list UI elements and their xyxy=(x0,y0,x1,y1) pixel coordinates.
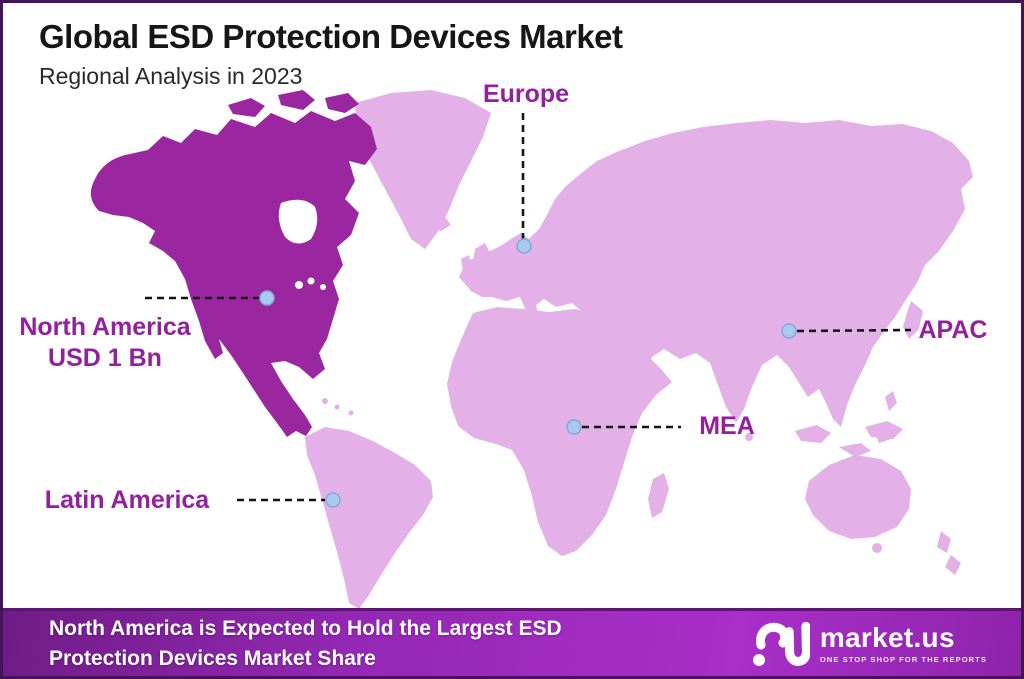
marker-latin-america xyxy=(325,492,341,508)
island-ireland xyxy=(461,255,471,271)
hudson-bay xyxy=(278,199,318,244)
island-iceland xyxy=(431,217,451,231)
island-new-zealand-north xyxy=(937,531,951,553)
connector-lines xyxy=(145,113,912,502)
great-lake xyxy=(320,284,326,290)
region-australia xyxy=(805,455,911,539)
island-new-zealand-south xyxy=(945,555,961,575)
marker-europe xyxy=(516,238,532,254)
footer-bar: North America is Expected to Hold the La… xyxy=(3,608,1021,676)
brand-text: market.us ONE STOP SHOP FOR THE REPORTS xyxy=(819,621,987,664)
footer-caption-line1: North America is Expected to Hold the La… xyxy=(49,616,562,640)
great-lake xyxy=(307,277,315,285)
island-arctic xyxy=(268,121,299,140)
island-arctic xyxy=(325,93,359,113)
marker-dots xyxy=(259,238,797,508)
island-caribbean xyxy=(348,410,354,416)
footer-caption: North America is Expected to Hold the La… xyxy=(3,614,562,674)
inland-water xyxy=(278,199,326,290)
region-north-america xyxy=(90,111,377,437)
great-lake xyxy=(295,281,303,289)
island-arctic xyxy=(313,123,341,142)
marker-north-america xyxy=(259,290,275,306)
label-mea: MEA xyxy=(699,412,755,440)
label-north-america: North America USD 1 Bn xyxy=(19,312,190,374)
label-europe: Europe xyxy=(482,80,570,108)
header: Global ESD Protection Devices Market Reg… xyxy=(39,17,623,90)
island-caribbean xyxy=(334,404,340,410)
region-greenland xyxy=(355,90,491,249)
base-landmass xyxy=(305,90,973,609)
region-africa xyxy=(447,307,672,556)
island-java xyxy=(839,443,871,457)
brand-logo: market.us ONE STOP SHOP FOR THE REPORTS xyxy=(750,619,987,669)
label-north-america-name: North America xyxy=(19,313,191,341)
island-borneo xyxy=(795,425,831,443)
island-madagascar xyxy=(648,473,669,518)
marker-mea xyxy=(566,419,582,435)
brand-tagline: ONE STOP SHOP FOR THE REPORTS xyxy=(819,654,987,664)
brand-name: market.us xyxy=(819,621,955,653)
island-caribbean xyxy=(322,398,328,404)
island-arctic xyxy=(278,90,315,110)
island-new-guinea xyxy=(865,421,903,439)
market-us-monogram-icon xyxy=(752,621,810,666)
region-south-america xyxy=(305,427,433,609)
island-arctic xyxy=(228,98,265,117)
island-great-britain xyxy=(473,243,491,275)
highlight-landmass xyxy=(90,90,377,437)
island-tasmania xyxy=(872,543,882,553)
label-north-america-value: USD 1 Bn xyxy=(48,344,162,372)
marker-apac xyxy=(781,323,797,339)
region-eurasia xyxy=(459,120,973,427)
label-apac: APAC xyxy=(918,316,988,344)
footer-caption-line2: Protection Devices Market Share xyxy=(49,646,376,670)
island-philippines xyxy=(885,391,897,411)
label-latin-america: Latin America xyxy=(44,486,210,514)
world-map xyxy=(90,90,973,609)
island-sri-lanka xyxy=(745,433,753,441)
page-subtitle: Regional Analysis in 2023 xyxy=(39,62,303,89)
page-title: Global ESD Protection Devices Market xyxy=(39,18,623,55)
